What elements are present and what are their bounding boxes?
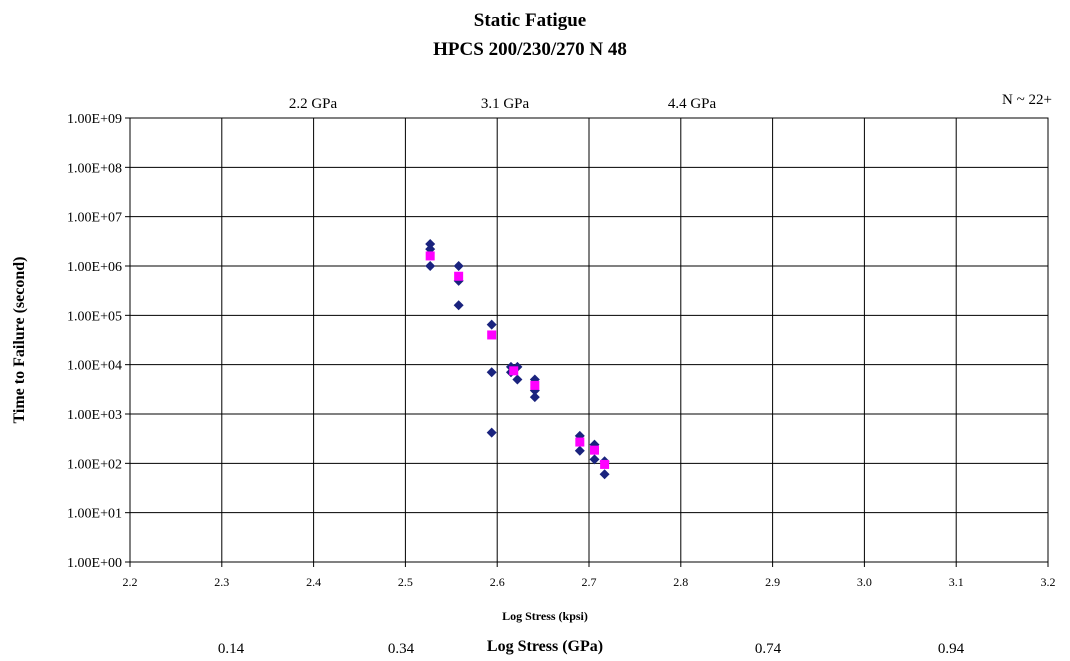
y-tick-label: 1.00E+01 (67, 507, 122, 522)
x-tick-label: 3.0 (857, 575, 872, 589)
y-axis-ticks: 1.00E+00 1.00E+01 1.00E+02 1.00E+03 1.00E+04… (67, 112, 130, 571)
x-axis-label-secondary: Log Stress (GPa) (487, 638, 603, 655)
y-tick-label: 1.00E+05 (67, 309, 122, 324)
data-point-diamond (574, 445, 585, 456)
y-tick-label: 1.00E+03 (67, 408, 122, 423)
data-point-diamond (486, 319, 497, 330)
x-tick-label: 3.2 (1041, 575, 1056, 589)
data-point-diamond (425, 238, 436, 249)
x-tick-label: 2.4 (306, 575, 321, 589)
x-tick-label: 2.5 (398, 575, 413, 589)
chart-subtitle: HPCS 200/230/270 N 48 (433, 39, 627, 60)
data-point-square (487, 330, 497, 340)
secondary-tick-0-14: 0.14 (218, 641, 245, 657)
top-annotation-2-2-gpa: 2.2 GPa (289, 96, 338, 112)
y-tick-label: 1.00E+07 (67, 211, 122, 226)
data-point-square (454, 271, 464, 281)
x-tick-label: 2.2 (123, 575, 138, 589)
chart-title: Static Fatigue (474, 10, 586, 31)
data-point-diamond (599, 469, 610, 480)
top-annotation-4-4-gpa: 4.4 GPa (668, 96, 717, 112)
y-axis-label: Time to Failure (second) (11, 257, 28, 424)
data-point-diamond (425, 261, 436, 271)
y-tick-label: 1.00E+09 (67, 112, 122, 127)
secondary-tick-0-74: 0.74 (755, 641, 782, 657)
x-tick-label: 3.1 (949, 575, 964, 589)
x-tick-label: 2.7 (582, 575, 597, 589)
x-tick-label: 2.8 (673, 575, 688, 589)
plot-grid (129, 117, 1049, 563)
data-point-square (600, 459, 610, 469)
data-point-square (509, 366, 519, 376)
data-point-diamond (453, 300, 464, 311)
x-tick-label: 2.3 (214, 575, 229, 589)
secondary-tick-0-34: 0.34 (388, 641, 415, 657)
data-point-square (575, 437, 585, 447)
x-axis-label: Log Stress (kpsi) (502, 609, 588, 623)
x-tick-label: 2.6 (490, 575, 505, 589)
top-annotation-n-22: N ~ 22+ (1002, 92, 1052, 108)
y-tick-label: 1.00E+04 (67, 359, 122, 374)
top-annotation-3-1-gpa: 3.1 GPa (481, 96, 530, 112)
data-point-diamond (512, 374, 523, 385)
data-points (425, 238, 610, 480)
data-point-diamond (453, 261, 464, 271)
y-tick-label: 1.00E+08 (67, 161, 122, 176)
y-tick-label: 1.00E+06 (67, 260, 122, 275)
secondary-tick-0-94: 0.94 (938, 641, 965, 657)
data-point-diamond (486, 367, 497, 378)
x-axis-ticks: 2.2 2.3 2.4 2.5 2.6 2.7 2.8 2.9 3.0 3.1 3.2 (123, 562, 1056, 589)
data-point-diamond (486, 427, 497, 438)
data-point-square (530, 380, 540, 390)
y-tick-label: 1.00E+02 (67, 457, 122, 472)
x-tick-label: 2.9 (765, 575, 780, 589)
y-tick-label: 1.00E+00 (67, 556, 122, 571)
data-point-square (425, 251, 435, 261)
data-point-diamond (589, 454, 600, 465)
data-point-diamond (529, 392, 540, 403)
data-point-square (590, 445, 600, 455)
